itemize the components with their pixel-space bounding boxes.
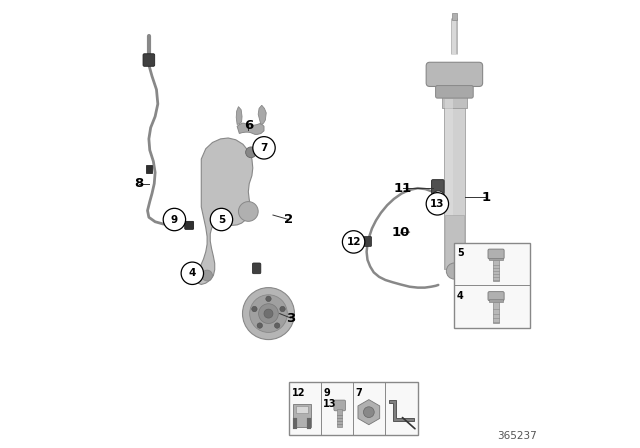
Circle shape (426, 193, 449, 215)
Circle shape (259, 304, 278, 323)
Bar (445, 215, 464, 269)
Text: 3: 3 (286, 311, 296, 325)
Bar (337, 409, 342, 427)
Text: 5: 5 (218, 215, 225, 224)
Text: 7: 7 (260, 143, 268, 153)
Circle shape (342, 231, 365, 253)
FancyBboxPatch shape (252, 263, 261, 274)
Bar (296, 406, 308, 413)
Circle shape (239, 202, 258, 221)
FancyBboxPatch shape (334, 400, 346, 411)
FancyBboxPatch shape (431, 180, 444, 194)
Bar (452, 13, 457, 20)
Circle shape (202, 270, 212, 281)
FancyBboxPatch shape (364, 237, 371, 246)
FancyBboxPatch shape (488, 292, 504, 301)
Text: 9: 9 (171, 215, 178, 224)
Bar (444, 99, 465, 269)
Text: 4: 4 (457, 291, 464, 301)
Circle shape (275, 323, 280, 328)
Circle shape (435, 194, 442, 201)
Circle shape (264, 309, 273, 318)
Text: 2: 2 (284, 213, 293, 226)
Circle shape (246, 147, 257, 158)
Bar (289, 382, 418, 435)
Polygon shape (236, 107, 242, 125)
Circle shape (250, 295, 287, 332)
Circle shape (364, 407, 374, 418)
Text: 9: 9 (323, 388, 330, 398)
Polygon shape (293, 404, 311, 427)
Polygon shape (389, 400, 413, 421)
Circle shape (432, 191, 445, 203)
Circle shape (266, 296, 271, 302)
Circle shape (163, 208, 186, 231)
Text: 1: 1 (481, 190, 490, 204)
Circle shape (253, 137, 275, 159)
Polygon shape (358, 400, 380, 425)
Polygon shape (197, 138, 253, 284)
Text: 8: 8 (134, 177, 143, 190)
Text: 6: 6 (244, 119, 253, 132)
Bar (489, 258, 503, 260)
Text: 12: 12 (292, 388, 305, 398)
Text: 4: 4 (189, 268, 196, 278)
FancyBboxPatch shape (426, 62, 483, 86)
Circle shape (181, 262, 204, 284)
Bar (442, 82, 467, 108)
Circle shape (257, 323, 262, 328)
Polygon shape (258, 105, 266, 125)
Text: 12: 12 (346, 237, 361, 247)
Text: 13: 13 (430, 199, 445, 209)
Text: 11: 11 (394, 181, 412, 195)
FancyBboxPatch shape (185, 221, 194, 229)
Circle shape (252, 306, 257, 312)
Polygon shape (237, 123, 264, 134)
Bar (454, 243, 530, 328)
Circle shape (211, 208, 233, 231)
FancyBboxPatch shape (143, 54, 155, 66)
Text: 13: 13 (323, 399, 337, 409)
FancyBboxPatch shape (488, 249, 504, 259)
Circle shape (243, 288, 294, 340)
Text: 5: 5 (457, 248, 464, 258)
Bar (493, 260, 499, 281)
FancyBboxPatch shape (146, 165, 152, 173)
Circle shape (446, 263, 463, 279)
Bar (445, 99, 452, 269)
Text: 10: 10 (392, 226, 410, 240)
Bar (493, 302, 499, 323)
Text: 365237: 365237 (497, 431, 538, 441)
Text: 7: 7 (355, 388, 362, 398)
FancyBboxPatch shape (436, 86, 473, 98)
Bar (489, 299, 503, 302)
Circle shape (280, 306, 285, 312)
